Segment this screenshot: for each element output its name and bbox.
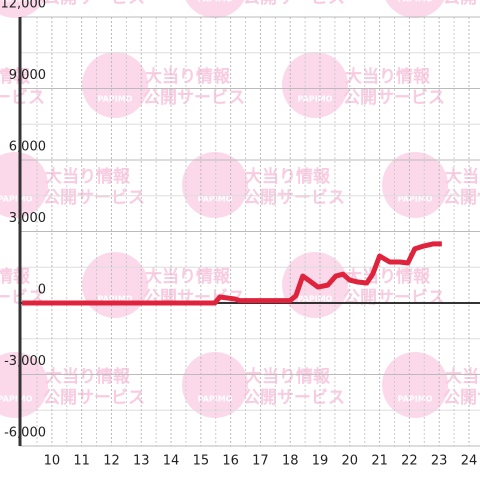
watermark-text: 大当り情報	[145, 266, 231, 287]
x-tick-label: 23	[431, 454, 448, 469]
watermark-text: 大当り情報	[0, 266, 31, 287]
watermark-text: 公開サービス	[243, 0, 345, 8]
watermark-logo	[82, 252, 148, 318]
watermark-logo	[82, 52, 148, 118]
watermark-logo	[0, 152, 48, 218]
watermark-logo-text: PAPIMO	[298, 295, 333, 304]
x-tick-label: 24	[461, 454, 478, 469]
x-tick-label: 10	[44, 454, 61, 469]
x-tick-label: 17	[252, 454, 269, 469]
x-tick-label: 22	[401, 454, 418, 469]
data-line	[22, 241, 442, 306]
x-tick-label: 21	[371, 454, 388, 469]
watermark-logo	[185, 0, 245, 18]
watermark-logo-text: PAPIMO	[398, 0, 433, 4]
watermark-text: 公開サービス	[443, 188, 480, 208]
watermark-text: 公開サービス	[43, 0, 145, 8]
watermark-text: 大当り情報	[45, 366, 131, 387]
watermark-logo-text: PAPIMO	[98, 295, 133, 304]
watermark-text: 公開サービス	[243, 388, 345, 408]
watermark-logo-text: PAPIMO	[98, 95, 133, 104]
x-tick-label: 16	[222, 454, 239, 469]
y-tick-label: 3,000	[9, 211, 46, 226]
watermark-text: 公開サービス	[43, 388, 145, 408]
y-tick-label: 0	[38, 283, 46, 298]
watermark-text: 大当り情報	[45, 166, 131, 187]
watermark-logo-text: PAPIMO	[0, 395, 33, 404]
x-tick-label: 11	[73, 454, 90, 469]
watermark-logo-text: PAPIMO	[198, 0, 233, 4]
watermark-logo-text: PAPIMO	[298, 95, 333, 104]
watermark-text: 公開サービス	[43, 188, 145, 208]
x-tick-label: 18	[282, 454, 299, 469]
y-tick-label: 9,000	[9, 68, 46, 83]
watermark-logo-text: PAPIMO	[198, 395, 233, 404]
watermark-text: 大当り情報	[345, 66, 431, 87]
watermark-text: 大当り情報	[445, 166, 480, 187]
x-tick-label: 20	[342, 454, 359, 469]
y-tick-label: 12,000	[1, 0, 47, 12]
watermarks: PAPIMO大当り情報公開サービスPAPIMO大当り情報公開サービスPAPIMO…	[0, 0, 480, 418]
x-tick-label: 14	[163, 454, 180, 469]
watermark-logo	[382, 152, 448, 218]
watermark-text: 公開サービス	[443, 0, 480, 8]
x-tick-label: 15	[193, 454, 210, 469]
watermark-logo	[0, 352, 48, 418]
watermark-text: 公開サービス	[0, 88, 45, 108]
watermark-text: 公開サービス	[243, 188, 345, 208]
watermark-logo	[182, 352, 248, 418]
watermark-text: 公開サービス	[443, 388, 480, 408]
watermark-logo-text: PAPIMO	[0, 0, 33, 4]
y-tick-label: -6,000	[4, 426, 46, 441]
watermark-text: 大当り情報	[445, 366, 480, 387]
y-tick-label: -3,000	[4, 354, 46, 369]
watermark-logo-text: PAPIMO	[0, 195, 33, 204]
watermark-logo	[385, 0, 445, 18]
watermark-logo	[282, 52, 348, 118]
watermark-text: 大当り情報	[145, 66, 231, 87]
x-tick-label: 19	[312, 454, 329, 469]
watermark-text: 大当り情報	[245, 166, 331, 187]
watermark-logo-text: PAPIMO	[398, 395, 433, 404]
watermark-logo	[182, 152, 248, 218]
watermark-text: 大当り情報	[245, 366, 331, 387]
y-tick-label: 6,000	[9, 140, 46, 155]
watermark-logo-text: PAPIMO	[198, 195, 233, 204]
watermark-logo	[382, 352, 448, 418]
x-tick-label: 12	[103, 454, 120, 469]
x-tick-label: 13	[133, 454, 150, 469]
watermark-text: 大当り情報	[0, 66, 31, 87]
watermark-logo-text: PAPIMO	[398, 195, 433, 204]
watermark-logo	[0, 0, 45, 18]
watermark-text: 公開サービス	[143, 88, 245, 108]
